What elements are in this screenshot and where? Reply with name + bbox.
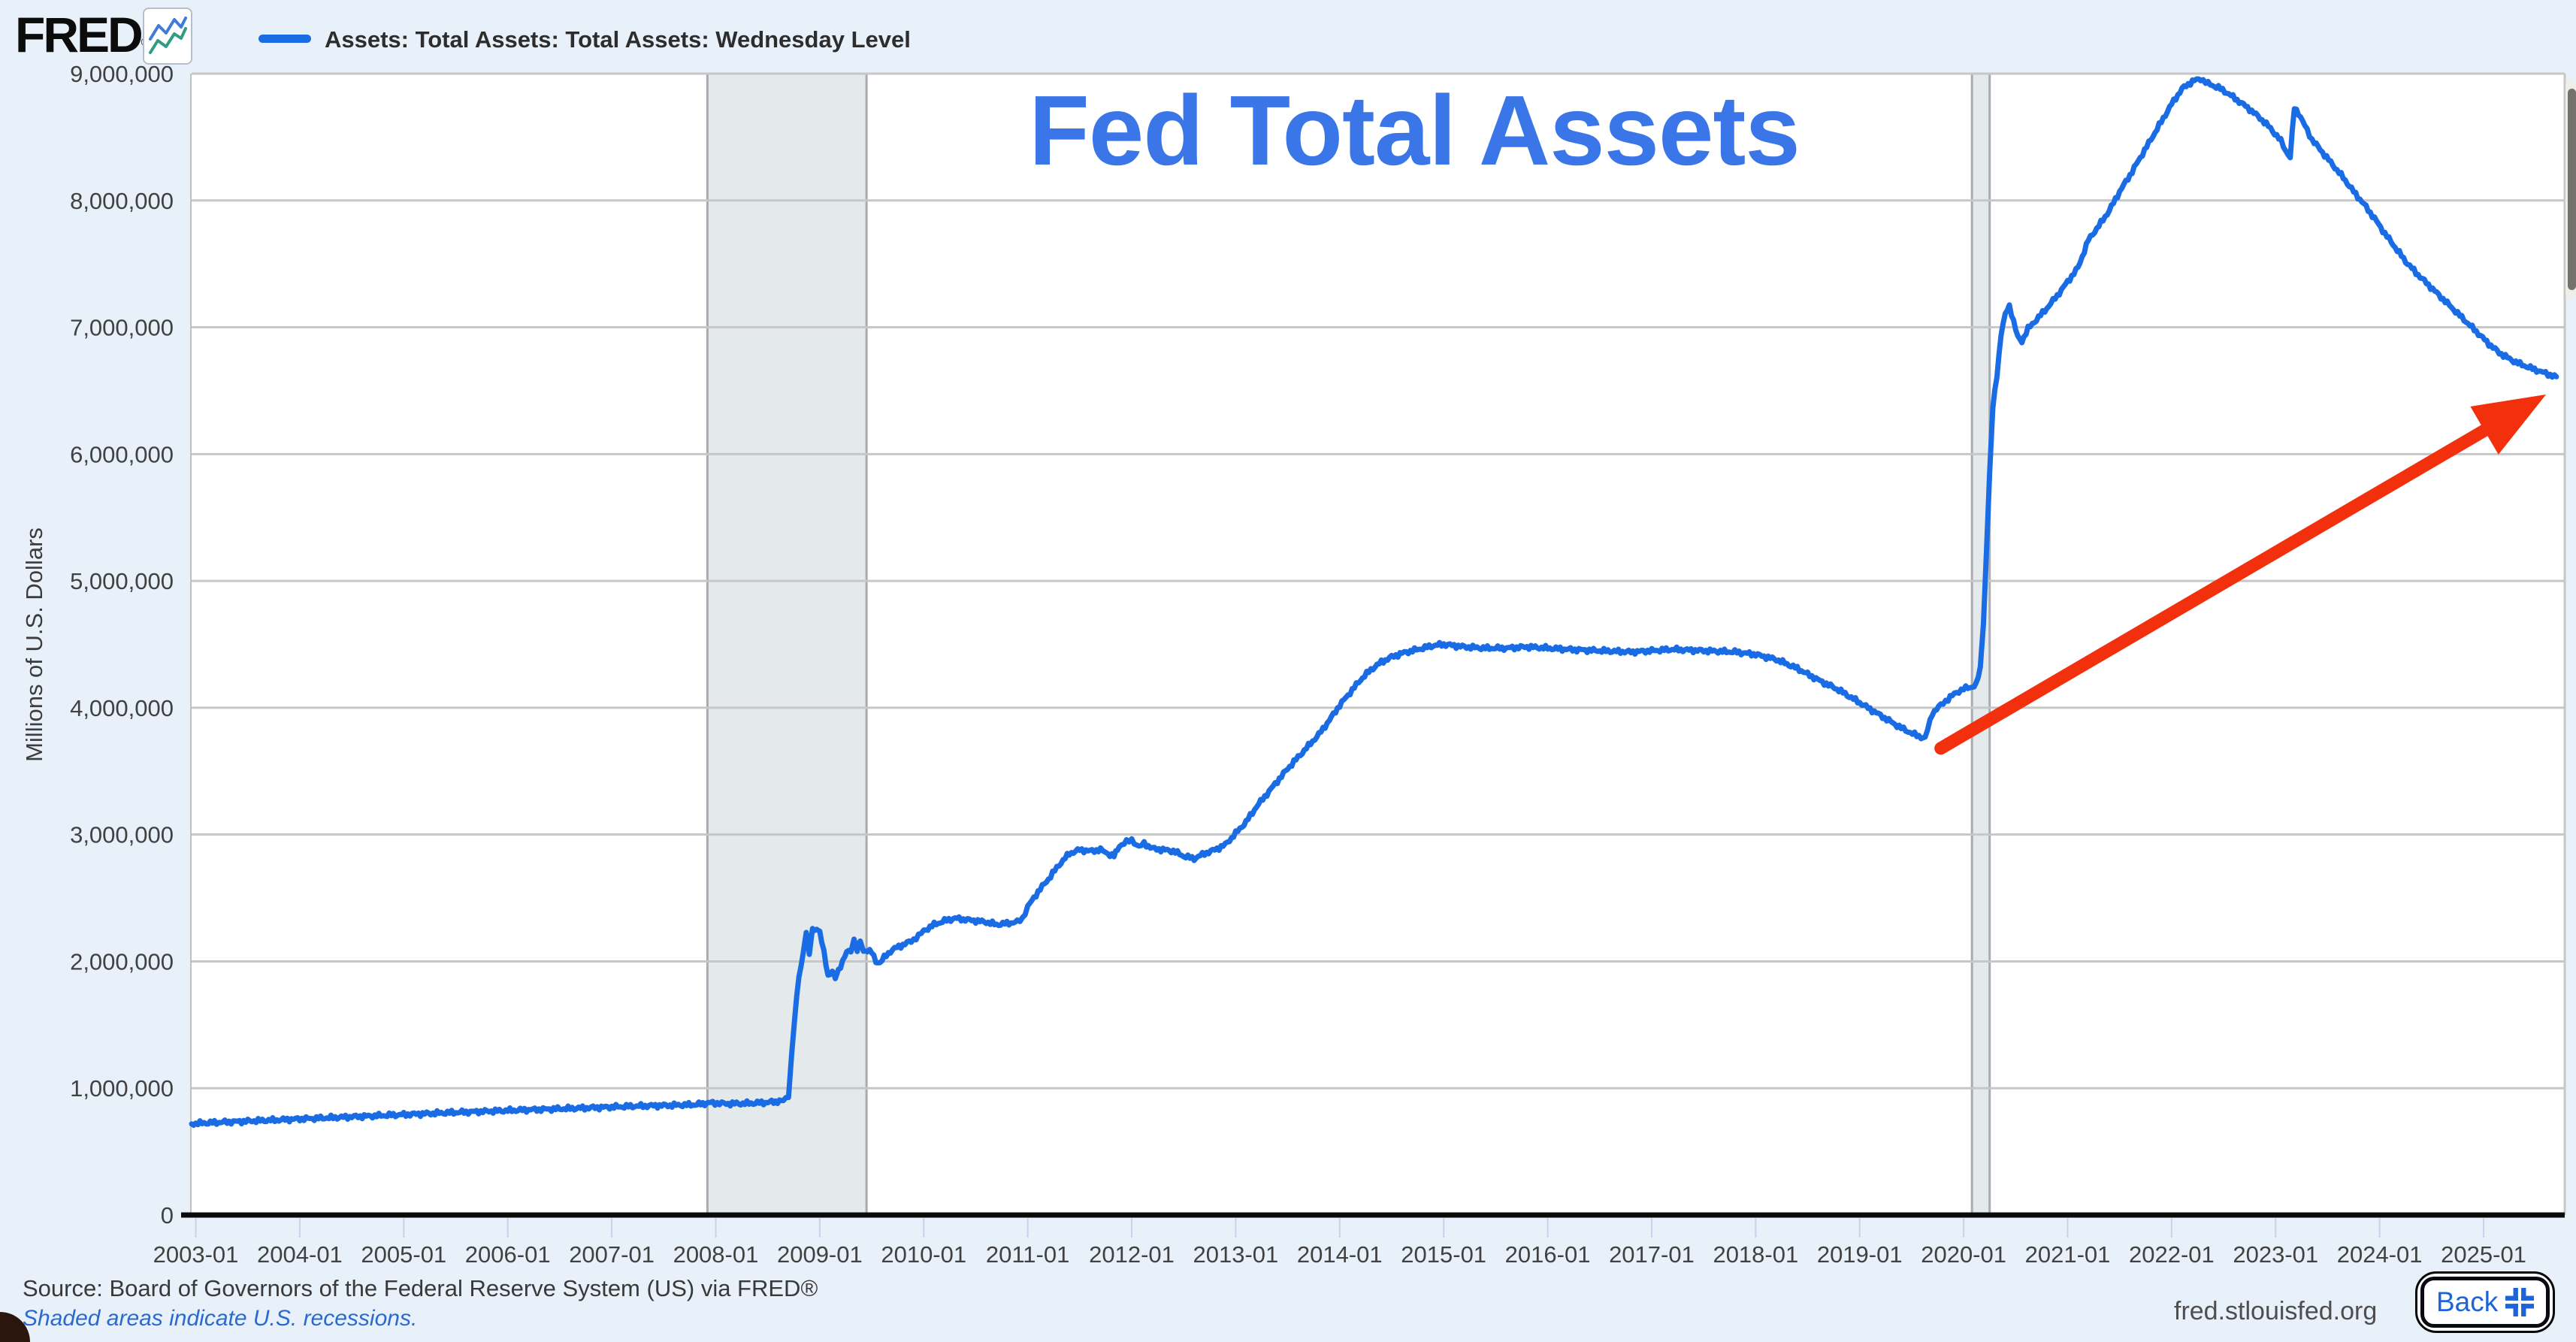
x-tick-label: 2020-01 xyxy=(1921,1241,2006,1268)
y-tick-label: 3,000,000 xyxy=(70,822,174,848)
legend-line-swatch xyxy=(259,35,311,43)
site-url: fred.stlouisfed.org xyxy=(2174,1297,2378,1325)
legend-series-label: Assets: Total Assets: Total Assets: Wedn… xyxy=(325,26,911,53)
back-button[interactable]: Back xyxy=(2415,1271,2556,1333)
back-button-label: Back xyxy=(2436,1286,2499,1317)
fred-logo-text: FRED xyxy=(15,7,144,62)
scrollbar-thumb[interactable] xyxy=(2568,89,2576,290)
x-tick-label: 2011-01 xyxy=(986,1241,1069,1268)
back-button-inner[interactable]: Back xyxy=(2420,1277,2550,1328)
x-tick-label: 2007-01 xyxy=(569,1241,655,1268)
x-tick-label: 2008-01 xyxy=(673,1241,759,1268)
x-tick-label: 2015-01 xyxy=(1401,1241,1486,1268)
y-tick-label: 7,000,000 xyxy=(70,315,174,341)
x-tick-label: 2013-01 xyxy=(1193,1241,1279,1268)
collapse-fullscreen-icon xyxy=(2505,1288,2535,1316)
annotation-arrow-head xyxy=(2470,394,2547,455)
chart-overlay-title: Fed Total Assets xyxy=(1029,75,1800,186)
x-tick-label: 2022-01 xyxy=(2129,1241,2215,1268)
x-tick-label: 2005-01 xyxy=(361,1241,446,1268)
x-tick-label: 2018-01 xyxy=(1713,1241,1798,1268)
source-attribution: Source: Board of Governors of the Federa… xyxy=(23,1275,818,1301)
x-tick-label: 2006-01 xyxy=(465,1241,551,1268)
x-tick-label: 2012-01 xyxy=(1089,1241,1175,1268)
x-tick-label: 2024-01 xyxy=(2337,1241,2423,1268)
y-tick-label: 4,000,000 xyxy=(70,695,174,721)
x-tick-label: 2014-01 xyxy=(1297,1241,1383,1268)
x-tick-label: 2010-01 xyxy=(881,1241,966,1268)
x-tick-label: 2017-01 xyxy=(1609,1241,1695,1268)
y-tick-label: 2,000,000 xyxy=(70,948,174,975)
x-tick-label: 2009-01 xyxy=(777,1241,863,1268)
y-tick-label: 9,000,000 xyxy=(70,61,174,87)
plot-background xyxy=(192,74,2565,1215)
recession-note-link[interactable]: Shaded areas indicate U.S. recessions. xyxy=(23,1306,418,1331)
data-line xyxy=(189,76,2559,1128)
x-tick-label: 2019-01 xyxy=(1817,1241,1903,1268)
x-tick-label: 2003-01 xyxy=(153,1241,239,1268)
y-axis-title: Millions of U.S. Dollars xyxy=(21,527,47,762)
y-tick-label: 0 xyxy=(161,1202,174,1229)
sparkline-icon xyxy=(149,17,187,54)
y-tick-label: 1,000,000 xyxy=(70,1075,174,1102)
y-tick-label: 8,000,000 xyxy=(70,188,174,214)
x-tick-label: 2004-01 xyxy=(257,1241,343,1268)
fred-logo: FRED® xyxy=(15,6,150,63)
annotation-arrow-shaft xyxy=(1934,421,2496,755)
x-tick-label: 2016-01 xyxy=(1505,1241,1591,1268)
x-tick-label: 2021-01 xyxy=(2025,1241,2111,1268)
y-tick-label: 6,000,000 xyxy=(70,441,174,467)
x-tick-label: 2025-01 xyxy=(2441,1241,2526,1268)
fred-logo-chart-icon xyxy=(143,8,192,65)
y-tick-label: 5,000,000 xyxy=(70,568,174,594)
x-tick-label: 2023-01 xyxy=(2233,1241,2318,1268)
recession-band xyxy=(707,74,867,1215)
